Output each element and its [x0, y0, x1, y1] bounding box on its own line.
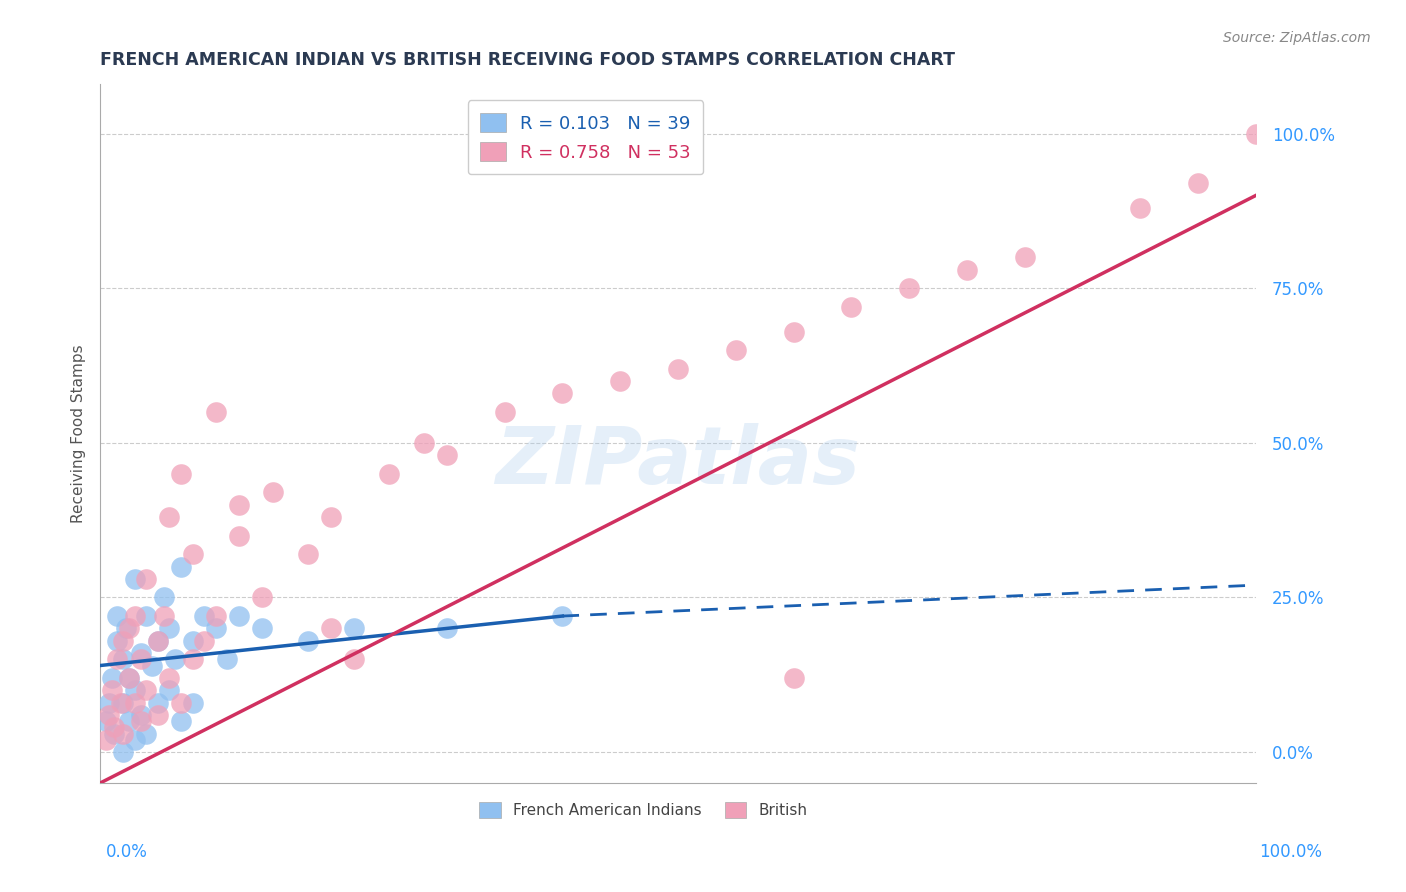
Point	[135, 683, 157, 698]
Point	[181, 547, 204, 561]
Point	[118, 621, 141, 635]
Point	[135, 572, 157, 586]
Point	[124, 696, 146, 710]
Point	[250, 621, 273, 635]
Point	[193, 633, 215, 648]
Point	[412, 435, 434, 450]
Point	[343, 621, 366, 635]
Point	[110, 696, 132, 710]
Point	[124, 572, 146, 586]
Point	[181, 696, 204, 710]
Point	[181, 633, 204, 648]
Point	[146, 633, 169, 648]
Point	[98, 696, 121, 710]
Point	[129, 708, 152, 723]
Point	[181, 652, 204, 666]
Point	[297, 633, 319, 648]
Point	[94, 732, 117, 747]
Point	[782, 325, 804, 339]
Point	[609, 374, 631, 388]
Point	[724, 343, 747, 357]
Point	[204, 609, 226, 624]
Point	[114, 621, 136, 635]
Point	[193, 609, 215, 624]
Point	[1187, 176, 1209, 190]
Point	[112, 652, 135, 666]
Point	[100, 671, 122, 685]
Point	[141, 658, 163, 673]
Point	[228, 498, 250, 512]
Point	[551, 386, 574, 401]
Point	[146, 708, 169, 723]
Point	[129, 652, 152, 666]
Point	[146, 633, 169, 648]
Point	[129, 714, 152, 729]
Point	[124, 683, 146, 698]
Point	[1014, 250, 1036, 264]
Y-axis label: Receiving Food Stamps: Receiving Food Stamps	[72, 344, 86, 523]
Point	[321, 510, 343, 524]
Point	[124, 609, 146, 624]
Text: 100.0%: 100.0%	[1258, 843, 1322, 861]
Point	[112, 633, 135, 648]
Point	[152, 591, 174, 605]
Point	[112, 696, 135, 710]
Point	[159, 671, 181, 685]
Point	[436, 621, 458, 635]
Point	[170, 559, 193, 574]
Point	[204, 621, 226, 635]
Text: FRENCH AMERICAN INDIAN VS BRITISH RECEIVING FOOD STAMPS CORRELATION CHART: FRENCH AMERICAN INDIAN VS BRITISH RECEIV…	[100, 51, 955, 69]
Point	[250, 591, 273, 605]
Point	[217, 652, 239, 666]
Point	[159, 683, 181, 698]
Text: Source: ZipAtlas.com: Source: ZipAtlas.com	[1223, 31, 1371, 45]
Point	[1244, 127, 1267, 141]
Point	[228, 609, 250, 624]
Point	[297, 547, 319, 561]
Point	[321, 621, 343, 635]
Point	[118, 671, 141, 685]
Point	[103, 726, 125, 740]
Point	[228, 528, 250, 542]
Point	[263, 485, 285, 500]
Point	[159, 621, 181, 635]
Point	[170, 714, 193, 729]
Text: ZIPatlas: ZIPatlas	[495, 423, 860, 500]
Point	[378, 467, 401, 481]
Point	[103, 720, 125, 734]
Point	[666, 361, 689, 376]
Point	[170, 696, 193, 710]
Point	[782, 671, 804, 685]
Point	[112, 745, 135, 759]
Point	[107, 652, 129, 666]
Point	[118, 714, 141, 729]
Point	[956, 262, 979, 277]
Point	[898, 281, 921, 295]
Point	[170, 467, 193, 481]
Legend: French American Indians, British: French American Indians, British	[474, 796, 813, 824]
Point	[98, 708, 121, 723]
Point	[1129, 201, 1152, 215]
Point	[146, 696, 169, 710]
Point	[107, 633, 129, 648]
Point	[436, 448, 458, 462]
Point	[135, 726, 157, 740]
Point	[165, 652, 187, 666]
Point	[551, 609, 574, 624]
Point	[494, 405, 516, 419]
Point	[107, 609, 129, 624]
Point	[100, 683, 122, 698]
Point	[839, 300, 862, 314]
Text: 0.0%: 0.0%	[105, 843, 148, 861]
Point	[204, 405, 226, 419]
Point	[159, 510, 181, 524]
Point	[135, 609, 157, 624]
Point	[343, 652, 366, 666]
Point	[94, 714, 117, 729]
Point	[129, 646, 152, 660]
Point	[112, 726, 135, 740]
Point	[124, 732, 146, 747]
Point	[118, 671, 141, 685]
Point	[152, 609, 174, 624]
